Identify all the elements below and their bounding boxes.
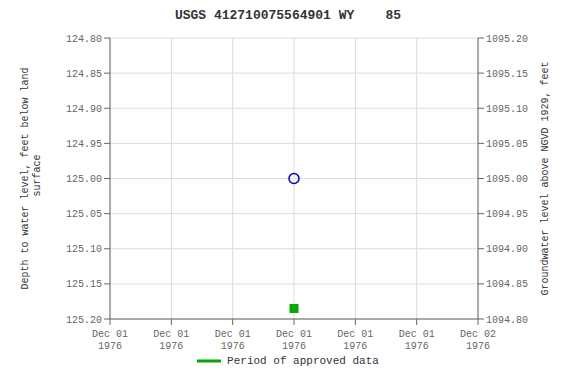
svg-text:1095.10: 1095.10: [486, 104, 528, 115]
svg-text:125.05: 125.05: [66, 209, 102, 220]
svg-text:124.80: 124.80: [66, 34, 102, 45]
svg-text:Dec 011976: Dec 011976: [92, 329, 128, 352]
svg-text:1094.85: 1094.85: [486, 279, 528, 290]
svg-text:1094.80: 1094.80: [486, 315, 528, 326]
svg-text:125.10: 125.10: [66, 244, 102, 255]
svg-text:125.20: 125.20: [66, 315, 102, 326]
svg-text:124.90: 124.90: [66, 104, 102, 115]
html-text:Period of approved data: Period of approved data: [227, 355, 379, 367]
svg-text:125.00: 125.00: [66, 174, 102, 185]
svg-text:124.85: 124.85: [66, 69, 102, 80]
svg-text:Dec 011976: Dec 011976: [337, 329, 373, 352]
svg-text:Dec 011976: Dec 011976: [399, 329, 435, 352]
svg-text:Groundwater level above NGVD 1: Groundwater level above NGVD 1929, feet: [540, 61, 551, 295]
html-text:USGS 412710075564901 WY 85: USGS 412710075564901 WY 85: [174, 8, 402, 23]
svg-text:1094.90: 1094.90: [486, 244, 528, 255]
svg-text:125.15: 125.15: [66, 279, 102, 290]
svg-text:Depth to water level, feet bel: Depth to water level, feet below land su…: [20, 67, 43, 289]
svg-text:1094.95: 1094.95: [486, 209, 528, 220]
svg-text:Dec 011976: Dec 011976: [276, 329, 312, 352]
svg-text:1095.00: 1095.00: [486, 174, 528, 185]
svg-text:1095.15: 1095.15: [486, 69, 528, 80]
svg-text:Dec 011976: Dec 011976: [153, 329, 189, 352]
svg-text:124.95: 124.95: [66, 139, 102, 150]
svg-text:Dec 021976: Dec 021976: [460, 329, 496, 352]
svg-text:Dec 011976: Dec 011976: [215, 329, 251, 352]
svg-text:1095.05: 1095.05: [486, 139, 528, 150]
svg-text:1095.20: 1095.20: [486, 34, 528, 45]
